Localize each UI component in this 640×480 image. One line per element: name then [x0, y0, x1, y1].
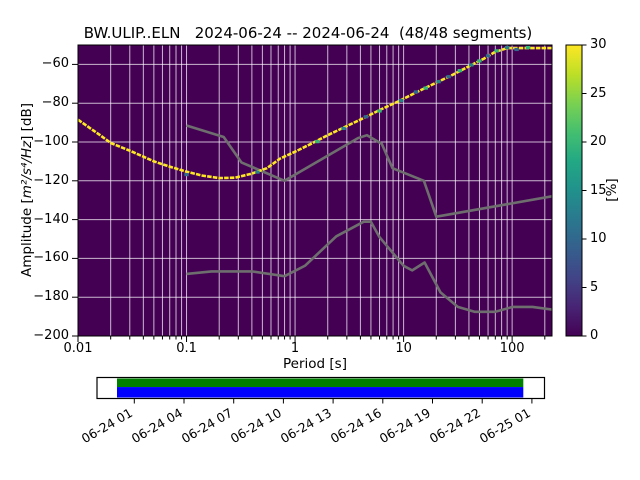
psd-bin-speckle — [413, 90, 419, 94]
plot-title: BW.ULIP..ELN 2024-06-24 -- 2024-06-24 (4… — [83, 24, 533, 42]
x-tick-label: 1 — [290, 341, 300, 356]
psd-bin-speckle — [255, 170, 260, 174]
psd-bin-speckle — [184, 172, 189, 177]
x-axis-label: Period [s] — [283, 356, 347, 372]
colorbar-tick-label: 15 — [590, 182, 607, 198]
psd-bin-speckle — [436, 80, 441, 84]
y-tick-label: −80 — [41, 95, 69, 111]
colorbar-tick-label: 25 — [590, 85, 607, 101]
noise-model-high-curve — [186, 124, 552, 218]
coverage-segments-band — [117, 387, 524, 398]
psd-bin-speckle — [485, 54, 491, 58]
psd-bin-speckle — [504, 45, 510, 50]
psd-bin-speckle — [477, 59, 482, 63]
psd-bin-speckle — [315, 140, 320, 144]
y-tick-label: −60 — [41, 56, 69, 72]
y-tick-label: −100 — [33, 134, 69, 149]
psd-bin-speckle — [341, 126, 346, 131]
psd-mode-curve — [78, 46, 552, 180]
psd-bin-speckle — [525, 45, 531, 50]
x-tick-label: 0.1 — [176, 341, 197, 356]
psd-bin-speckle — [457, 69, 463, 73]
psd-bin-speckle — [469, 63, 474, 67]
colorbar-tick-label: 30 — [590, 37, 607, 52]
psd-bin-speckle — [446, 75, 451, 79]
axis-ticks — [72, 63, 546, 342]
y-axis-label-math: m²/s⁴/Hz — [19, 140, 35, 199]
x-tick-label: 0.01 — [63, 341, 93, 356]
grid — [77, 45, 552, 336]
y-tick-label: −200 — [33, 328, 69, 343]
plot-background — [78, 45, 552, 336]
coverage-full-band — [117, 378, 524, 388]
psd-bin-speckle — [423, 86, 428, 90]
curves-layer — [78, 45, 552, 314]
psd-bin-speckle — [514, 47, 519, 52]
colorbar-tick-label: 0 — [590, 328, 599, 343]
y-tick-label: −160 — [33, 250, 69, 266]
y-tick-label: −140 — [33, 211, 69, 227]
psd-bin-speckle — [377, 109, 382, 113]
y-tick-label: −180 — [33, 289, 69, 305]
y-tick-label: −120 — [33, 172, 69, 188]
psd-bin-speckle — [363, 115, 369, 119]
plot-spine — [77, 44, 553, 337]
colorbar-tick-label: 10 — [590, 231, 607, 246]
noise-model-low-curve — [186, 220, 552, 314]
colorbar-tick-label: 20 — [590, 134, 607, 149]
psd-bin-speckle — [398, 98, 404, 103]
x-tick-label: 100 — [499, 341, 525, 356]
colorbar — [565, 44, 583, 337]
colorbar-tick-label: 5 — [590, 279, 599, 295]
x-tick-label: 10 — [395, 341, 412, 356]
psd-bin-speckle — [494, 49, 499, 53]
